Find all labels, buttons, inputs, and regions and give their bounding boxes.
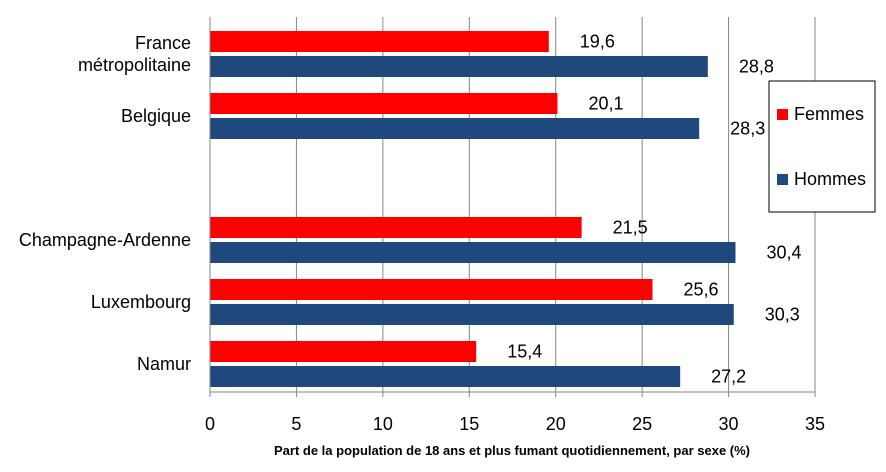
- data-label-femmes-champagne-ardenne: 21,5: [613, 218, 648, 238]
- bar-hommes-luxembourg: [210, 304, 734, 325]
- x-tick-label-0: 0: [205, 414, 215, 434]
- category-label-luxembourg: Luxembourg: [91, 292, 191, 312]
- data-label-femmes-belgique: 20,1: [588, 94, 623, 114]
- legend-box: [768, 80, 876, 213]
- bar-hommes-namur: [210, 366, 681, 387]
- data-label-femmes-namur: 15,4: [507, 342, 542, 362]
- category-label-belgique: Belgique: [121, 106, 191, 126]
- legend: Femmes Hommes: [768, 80, 876, 213]
- bar-hommes-champagne-ardenne: [210, 242, 736, 263]
- category-label-france-metropolitaine-line1: France: [135, 33, 191, 53]
- legend-swatch-femmes: [777, 109, 788, 120]
- gridlines: [295, 17, 816, 392]
- legend-label-hommes: Hommes: [794, 169, 866, 189]
- x-tick-labels: 0 5 10 15 20 25 30 35: [205, 414, 825, 434]
- data-labels: 19,6 28,8 20,1 28,3 21,5 30,4 25,6 30,3 15,4 27,2: [507, 32, 801, 387]
- x-axis-label: Part de la population de 18 ans et plus …: [274, 443, 750, 458]
- bar-femmes-namur: [210, 341, 477, 362]
- bar-femmes-france-metropolitaine: [210, 31, 549, 52]
- bar-hommes-belgique: [210, 118, 700, 139]
- bars: [210, 31, 736, 387]
- data-label-hommes-belgique: 28,3: [730, 119, 765, 139]
- data-label-hommes-france-metropolitaine: 28,8: [739, 57, 774, 77]
- x-tick-label-20: 20: [546, 414, 566, 434]
- x-tick-label-10: 10: [373, 414, 393, 434]
- legend-swatch-hommes: [777, 174, 788, 185]
- x-tick-label-5: 5: [291, 414, 301, 434]
- category-label-namur: Namur: [137, 354, 191, 374]
- axes: [209, 17, 816, 397]
- category-label-france-metropolitaine-line2: métropolitaine: [78, 55, 191, 75]
- bar-femmes-champagne-ardenne: [210, 217, 582, 238]
- bar-femmes-belgique: [210, 93, 558, 114]
- category-label-champagne-ardenne: Champagne-Ardenne: [19, 230, 191, 250]
- legend-label-femmes: Femmes: [794, 104, 864, 124]
- data-label-hommes-namur: 27,2: [711, 367, 746, 387]
- x-tick-label-15: 15: [459, 414, 479, 434]
- data-label-femmes-france-metropolitaine: 19,6: [580, 32, 615, 52]
- x-tick-label-30: 30: [719, 414, 739, 434]
- data-label-hommes-champagne-ardenne: 30,4: [766, 243, 801, 263]
- data-label-hommes-luxembourg: 30,3: [765, 305, 800, 325]
- bar-femmes-luxembourg: [210, 279, 653, 300]
- x-tick-label-25: 25: [632, 414, 652, 434]
- bar-hommes-france-metropolitaine: [210, 56, 708, 77]
- data-label-femmes-luxembourg: 25,6: [684, 280, 719, 300]
- x-tick-label-35: 35: [805, 414, 825, 434]
